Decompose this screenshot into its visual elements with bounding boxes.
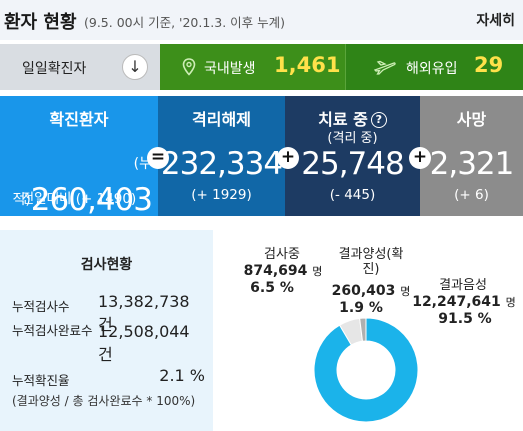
test-row: 누적확진율 2.1 % [12,366,205,390]
slice-value-negative: 12,247,641 명 [412,294,516,310]
slice-value-testing: 874,694 명 [243,263,323,279]
released-value: 232,334 [160,146,283,182]
test-row: 누적검사수 13,382,738 건 [12,292,205,334]
daily-confirmed-label-box: 일일확진자 ↓ [0,44,160,90]
header-bar: 환자 현황 (9.5. 00시 기준, '20.1.3. 이후 누계) 자세히 [0,0,523,40]
test-result-chart: 검사중 874,694 명 6.5 % 결과양성(확진) 260,403 명 1… [213,230,523,431]
treating-label: 치료 중 [318,110,368,129]
test-row-key: 누적검사완료수 [12,323,93,338]
test-status-panel: 검사현황 누적검사수 13,382,738 건 누적검사완료수 12,508,0… [0,230,213,431]
deaths-delta: (+ 6) [454,187,489,203]
deaths-value: 2,321 [429,146,515,182]
deaths-stat: 사망 2,321 (+ 6) [420,96,523,216]
test-row-value: 13,382,738 건 [98,292,190,334]
plus-icon: + [277,147,299,169]
released-stat: 격리해제 232,334 (+ 1929) [158,96,285,216]
treating-label-line: 치료 중? [285,106,420,130]
overseas-cases-box: 해외유입 29 [345,44,523,90]
confirmed-value-line: (누적)260,403 [0,146,158,218]
treating-value: 25,748 [301,146,404,182]
released-delta: (+ 1929) [191,187,252,203]
test-row-key: 누적확진율 [12,373,70,388]
slice-label-testing: 검사중 [264,247,300,262]
treating-stat: 치료 중? (격리 중) 25,748 (- 445) [285,96,420,216]
test-row-key: 누적검사수 [12,299,70,314]
confirmed-label: 확진환자 [49,110,109,129]
treating-sublabel: (격리 중) [327,131,378,146]
domestic-cases-value: 1,461 [274,53,341,77]
donut-slice-negative [313,317,419,423]
test-row: 누적검사완료수 12,508,044 건 [12,322,205,364]
domestic-cases-label: 국내발생 [204,61,256,77]
released-label: 격리해제 [192,110,251,129]
donut-chart [313,317,419,423]
confirmed-stat: 확진환자 (누적)260,403 전일대비 (+ 1490) [0,96,158,218]
positive-rate-note: (결과양성 / 총 검사완료수 * 100%) [12,394,196,408]
daily-confirmed-label: 일일확진자 [22,61,87,77]
confirmed-value: 260,403 [30,182,153,218]
help-icon[interactable]: ? [370,112,387,128]
slice-percent-negative: 91.5 % [438,311,492,327]
cumulative-stats: 확진환자 (누적)260,403 전일대비 (+ 1490) 격리해제 232,… [0,96,523,218]
test-row-value: 2.1 % [159,366,205,385]
overseas-cases-label: 해외유입 [406,61,458,77]
treating-delta: (- 445) [329,187,376,203]
slice-label-positive: 결과양성(확진) [338,247,404,277]
daily-confirmed-row: 일일확진자 ↓ 국내발생 1,461 해외유입 29 [0,44,523,90]
confirmed-delta: 전일대비 (+ 1490) [21,191,137,207]
arrow-down-icon[interactable]: ↓ [122,54,148,80]
slice-percent-testing: 6.5 % [250,280,294,296]
map-pin-icon [182,58,196,76]
page-title: 환자 현황 [4,12,77,33]
domestic-cases-box: 국내발생 1,461 [160,44,345,90]
slice-label-negative: 결과음성 [439,278,487,293]
more-link[interactable]: 자세히 [476,13,515,29]
plus-icon: + [409,147,431,169]
page-subtitle: (9.5. 00시 기준, '20.1.3. 이후 누계) [84,15,286,30]
test-row-value: 12,508,044 건 [98,322,190,364]
slice-value-positive: 260,403 명 [331,283,411,299]
airplane-icon [374,60,396,75]
test-status-title: 검사현황 [80,257,133,273]
slice-percent-positive: 1.9 % [339,300,383,316]
equals-icon: = [147,147,169,169]
overseas-cases-value: 29 [474,53,504,77]
deaths-label: 사망 [456,110,487,129]
